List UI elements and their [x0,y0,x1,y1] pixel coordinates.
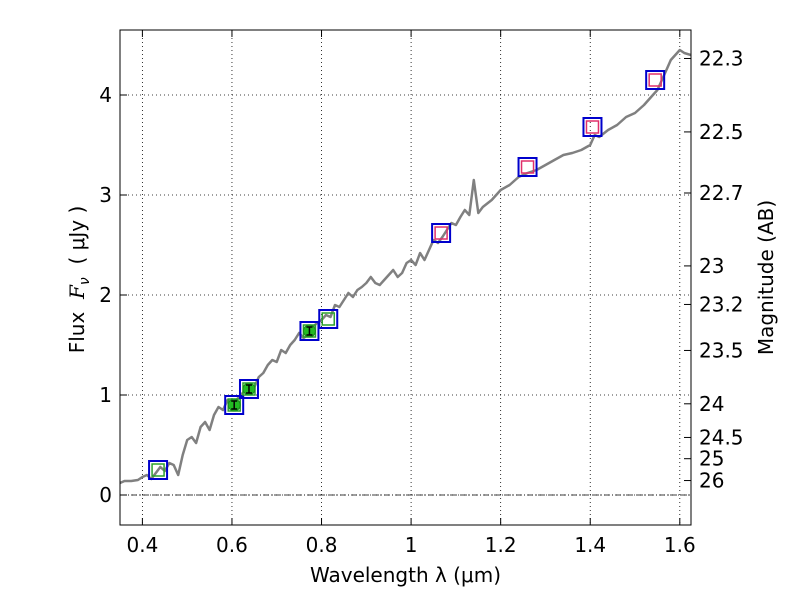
x-tick-label: 0.8 [306,533,338,557]
y-axis-label-variable: F [65,284,89,300]
photometry-model-box [321,312,335,326]
x-tick-label: 1.2 [485,533,517,557]
photometry-point [431,223,452,243]
photometry-model-box [585,120,600,134]
photometry-point [517,157,538,177]
photometry-point [299,321,320,341]
tick-labels: 0.4 0.6 0.8 1 1.2 1.4 1.60123422.322.522.72323… [99,46,743,557]
photometry-box [148,460,169,480]
x-tick-label: 1.6 [664,533,696,557]
spectrum-layer [120,48,691,485]
y2-tick-label: 22.3 [699,46,744,70]
y-tick-label: 0 [99,483,112,507]
photometry-model-box [151,463,165,477]
y-axis-label: Flux Fν ( μJy ) [65,206,93,354]
photometry-box [645,70,666,90]
x-tick-label: 0.6 [216,533,248,557]
photometry-box [238,379,259,399]
y2-tick-label: 23.5 [699,338,744,362]
y2-tick-label: 23 [699,254,724,278]
x-tick-label: 0.4 [126,533,158,557]
y2-tick-label: 25 [699,447,724,471]
photometry-box [224,395,245,415]
y-axis-label-subscript: ν [77,277,93,285]
photometry-box [517,157,538,177]
photometry-point [645,70,666,90]
y-tick-label: 1 [99,383,112,407]
grid [120,30,691,525]
ticks [120,30,691,525]
photometry-model-box [520,160,535,174]
photometry-layer [148,70,666,480]
photometry-model-box [648,73,662,87]
y-tick-label: 4 [99,83,112,107]
y-axis-label-prefix: Flux [65,299,89,353]
x-tick-label: 1 [405,533,418,557]
photometry-point [582,117,603,137]
plot-frame [119,29,692,526]
photometry-point [238,379,259,399]
y2-axis-label: Magnitude (AB) [754,200,778,355]
photometry-box [431,223,452,243]
photometry-box [318,309,339,329]
y2-tick-label: 26 [699,469,724,493]
y2-tick-label: 22.7 [699,181,744,205]
photometry-model-box [434,226,448,240]
y-axis-label-suffix: ( μJy ) [65,206,89,278]
photometry-box [299,321,320,341]
photometry-box [582,117,603,137]
y2-tick-label: 24.5 [699,425,744,449]
y2-tick-label: 22.5 [699,120,744,144]
photometry-point [318,309,339,329]
x-axis-label: Wavelength λ (μm) [310,563,501,587]
spectrum-line [120,48,691,485]
y-tick-label: 2 [99,283,112,307]
y-tick-label: 3 [99,183,112,207]
y2-tick-label: 24 [699,392,724,416]
photometry-point [224,395,245,415]
photometry-point [148,460,169,480]
x-tick-label: 1.4 [574,533,606,557]
y2-tick-label: 23.2 [699,292,744,316]
